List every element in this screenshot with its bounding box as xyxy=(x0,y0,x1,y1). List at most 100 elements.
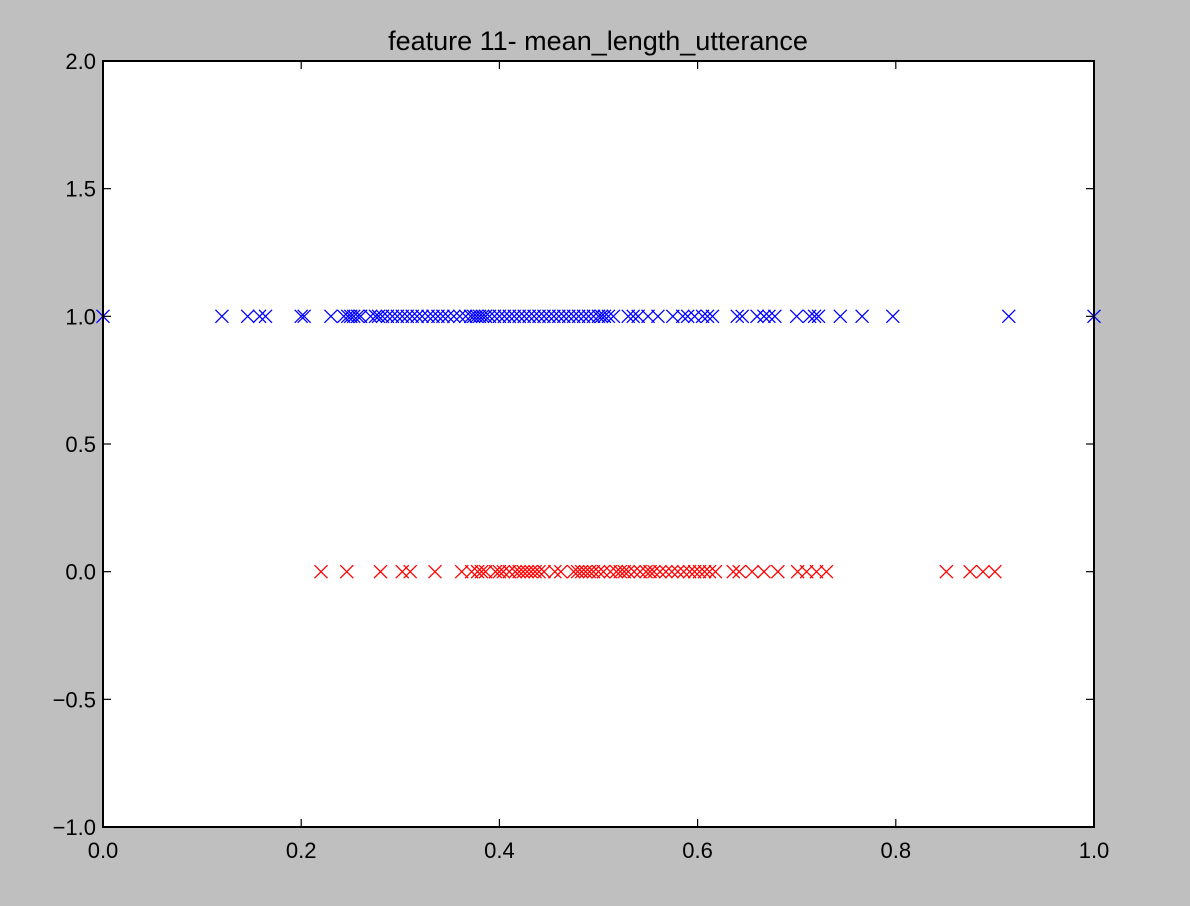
scatter-point xyxy=(492,564,507,579)
x-tick-label: 1.0 xyxy=(1079,838,1110,863)
marker-stroke xyxy=(658,564,673,579)
scatter-point xyxy=(340,309,355,324)
scatter-point xyxy=(1001,309,1016,324)
x-tick-label: 0.0 xyxy=(88,838,119,863)
marker-stroke xyxy=(708,564,723,579)
scatter-point xyxy=(750,309,765,324)
marker-stroke xyxy=(252,309,267,324)
scatter-point xyxy=(767,309,782,324)
scatter-point xyxy=(410,309,425,324)
scatter-point xyxy=(702,564,717,579)
marker-stroke xyxy=(478,564,493,579)
marker-stroke xyxy=(507,309,522,324)
scatter-point xyxy=(581,309,596,324)
marker-stroke xyxy=(692,564,707,579)
scatter-point xyxy=(665,309,680,324)
marker-stroke xyxy=(757,309,771,324)
scatter-point xyxy=(323,309,338,324)
marker-stroke xyxy=(537,309,551,324)
scatter-point xyxy=(745,564,760,579)
scatter-point xyxy=(385,309,400,324)
scatter-point xyxy=(596,564,611,579)
scatter-point xyxy=(240,309,255,324)
scatter-point xyxy=(497,309,512,324)
marker-stroke xyxy=(350,309,365,324)
scatter-point xyxy=(695,309,710,324)
marker-stroke xyxy=(258,309,273,324)
scatter-point xyxy=(670,564,685,579)
scatter-point xyxy=(675,309,690,324)
marker-stroke xyxy=(502,309,517,324)
scatter-point xyxy=(426,309,440,324)
marker-stroke xyxy=(373,564,388,579)
marker-stroke xyxy=(336,309,351,324)
scatter-point xyxy=(708,564,723,579)
marker-stroke xyxy=(651,309,665,324)
y-tick-label: 2.0 xyxy=(65,49,96,74)
marker-stroke xyxy=(700,309,715,324)
marker-stroke xyxy=(730,309,745,324)
marker-stroke xyxy=(551,309,566,324)
scatter-point xyxy=(454,564,469,579)
scatter-point xyxy=(833,309,848,324)
marker-stroke xyxy=(680,309,695,324)
marker-stroke xyxy=(561,309,576,324)
scatter-point xyxy=(474,564,489,579)
marker-stroke xyxy=(440,309,455,324)
marker-stroke xyxy=(571,309,586,324)
scatter-point xyxy=(705,309,720,324)
scatter-point xyxy=(472,309,487,324)
marker-stroke xyxy=(482,309,497,324)
marker-stroke xyxy=(606,309,621,324)
scatter-point xyxy=(576,309,591,324)
scatter-point xyxy=(700,309,715,324)
marker-stroke xyxy=(581,309,596,324)
marker-stroke xyxy=(294,309,309,324)
marker-stroke xyxy=(939,564,954,579)
scatter-point xyxy=(482,309,497,324)
scatter-point xyxy=(546,309,561,324)
scatter-point xyxy=(566,309,581,324)
scatter-point xyxy=(502,309,517,324)
scatter-point xyxy=(692,564,707,579)
scatter-point xyxy=(652,564,667,579)
marker-stroke xyxy=(757,564,771,579)
scatter-point xyxy=(430,309,445,324)
marker-stroke xyxy=(502,564,517,579)
marker-stroke xyxy=(750,309,765,324)
marker-stroke xyxy=(314,564,328,579)
scatter-point xyxy=(532,564,546,579)
scatter-point xyxy=(735,309,750,324)
marker-stroke xyxy=(643,564,657,579)
marker-stroke xyxy=(819,564,834,579)
marker-stroke xyxy=(652,564,667,579)
marker-stroke xyxy=(541,309,556,324)
marker-stroke xyxy=(641,309,656,324)
scatter-point xyxy=(631,309,646,324)
scatter-point xyxy=(799,564,814,579)
x-tick-label: 0.6 xyxy=(682,838,713,863)
marker-stroke xyxy=(726,564,741,579)
marker-stroke xyxy=(987,564,1002,579)
scatter-point xyxy=(603,564,618,579)
marker-stroke xyxy=(626,309,641,324)
scatter-point xyxy=(446,309,461,324)
axes-frame xyxy=(102,60,1095,828)
scatter-point xyxy=(475,309,490,324)
scatter-point xyxy=(507,309,522,324)
marker-stroke xyxy=(761,309,776,324)
marker-stroke xyxy=(375,309,390,324)
marker-stroke xyxy=(492,564,507,579)
marker-stroke xyxy=(474,564,489,579)
scatter-point xyxy=(537,309,551,324)
marker-stroke xyxy=(687,564,702,579)
marker-stroke xyxy=(497,309,512,324)
scatter-point xyxy=(770,564,785,579)
scatter-point xyxy=(496,564,511,579)
marker-stroke xyxy=(1001,309,1016,324)
marks-layer xyxy=(96,309,1101,579)
marker-stroke xyxy=(976,564,990,579)
marker-stroke xyxy=(665,309,680,324)
scatter-point xyxy=(939,564,954,579)
